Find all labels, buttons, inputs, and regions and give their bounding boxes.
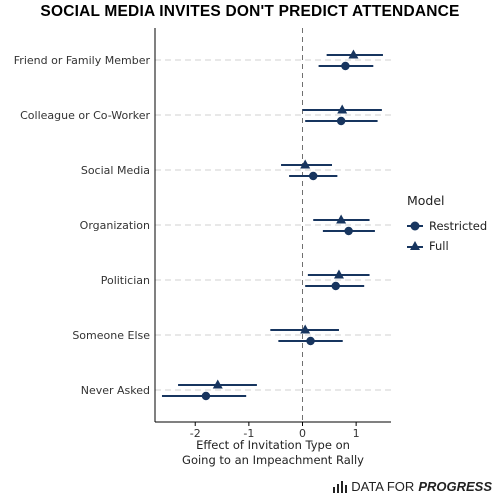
- y-tick-label: Never Asked: [81, 384, 150, 397]
- x-tick-label: -2: [190, 427, 201, 440]
- data-point: [331, 281, 340, 291]
- x-axis-label-line2: Going to an Impeachment Rally: [182, 453, 364, 467]
- brand-prefix: DATA FOR: [351, 479, 415, 494]
- data-point: [341, 61, 350, 71]
- brand-logo: DATA FOR PROGRESS: [333, 479, 492, 494]
- data-point: [212, 379, 223, 389]
- bar-chart-icon: [333, 480, 348, 493]
- legend-item-full: Full: [407, 236, 487, 256]
- data-point: [300, 159, 311, 169]
- x-tick-label: 0: [299, 427, 306, 440]
- data-point: [333, 269, 344, 279]
- y-tick-label: Someone Else: [72, 329, 150, 342]
- y-tick-label: Friend or Family Member: [14, 54, 151, 67]
- x-tick-label: 1: [353, 427, 360, 440]
- legend-title: Model: [407, 193, 445, 208]
- data-point: [348, 49, 359, 59]
- legend-label-full: Full: [429, 239, 449, 253]
- y-tick-label: Colleague or Co-Worker: [20, 109, 150, 122]
- data-point: [201, 391, 211, 401]
- data-point: [344, 226, 353, 236]
- data-point: [336, 214, 347, 224]
- data-point: [337, 104, 348, 114]
- circle-marker-icon: [407, 221, 423, 231]
- data-point: [300, 324, 311, 334]
- y-tick-label: Politician: [101, 274, 150, 287]
- data-point: [336, 116, 346, 126]
- y-tick-label: Social Media: [81, 164, 150, 177]
- legend: Model Restricted Full: [407, 193, 487, 256]
- legend-item-restricted: Restricted: [407, 216, 487, 236]
- brand-bold: PROGRESS: [418, 479, 492, 494]
- data-point: [306, 336, 315, 346]
- x-axis-label-line1: Effect of Invitation Type on: [196, 438, 350, 452]
- triangle-marker-icon: [407, 241, 423, 250]
- y-tick-label: Organization: [80, 219, 150, 232]
- chart-title: SOCIAL MEDIA INVITES DON'T PREDICT ATTEN…: [40, 3, 460, 20]
- data-point: [309, 171, 318, 181]
- x-tick-label: -1: [243, 427, 254, 440]
- legend-label-restricted: Restricted: [429, 219, 488, 233]
